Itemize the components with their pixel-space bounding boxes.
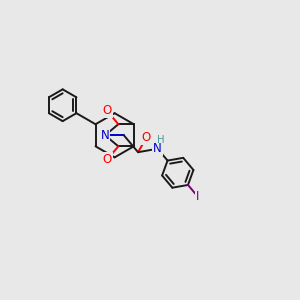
Text: H: H (158, 136, 165, 146)
Text: O: O (102, 104, 112, 117)
Text: O: O (102, 153, 112, 167)
Text: N: N (101, 129, 110, 142)
Text: O: O (142, 131, 151, 144)
Text: I: I (196, 190, 200, 203)
Text: N: N (153, 142, 162, 155)
